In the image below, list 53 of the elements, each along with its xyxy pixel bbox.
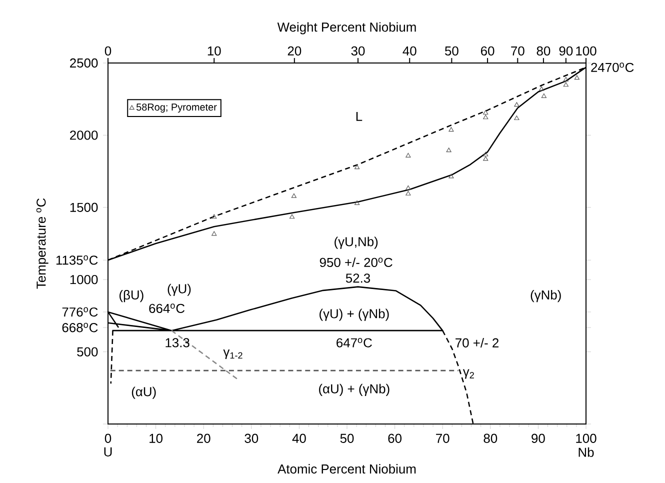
x2-axis-title: Weight Percent Niobium	[277, 22, 416, 34]
annotation: γ$_{2}$	[462, 369, 474, 379]
y-tick-label: 2500	[70, 58, 98, 68]
text: 100	[576, 46, 596, 56]
x-axis-title: Atomic Percent Niobium	[278, 464, 416, 474]
annotation: (γU,Nb)	[334, 236, 378, 249]
text: U	[104, 447, 112, 456]
y-tick-label: 776$^{o}$C	[62, 307, 98, 317]
x-tick-label: 50	[340, 434, 354, 443]
y-tick-label: 500	[77, 347, 98, 356]
annotation: 70 +/- 2	[456, 338, 498, 348]
y-tick-label: 2000	[70, 130, 98, 140]
text: 50	[445, 46, 458, 56]
text: Nb	[578, 447, 594, 457]
text: 10	[208, 46, 221, 56]
annotation: (γU) + (γNb)	[320, 308, 389, 321]
x-tick-label: 0	[104, 434, 112, 443]
annotation: 2470$^{o}$C	[591, 62, 634, 72]
annotation: L	[356, 112, 362, 121]
text: 20	[288, 46, 302, 56]
x-tick-label: 40	[292, 434, 306, 443]
x-tick-label: 70	[436, 434, 450, 443]
text: 90	[559, 46, 573, 56]
y-tick-label: 1135$^{o}$C	[56, 255, 98, 265]
annotation: (γU)	[168, 284, 191, 296]
text: 40	[402, 46, 416, 56]
y-tick-label: 668$^{o}$C	[62, 322, 98, 332]
y-tick-label: 1000	[70, 275, 98, 284]
annotation: 664$^{o}$C	[149, 304, 185, 314]
x-tick-label: 100	[576, 434, 596, 443]
x-tick-label: 10	[150, 434, 162, 443]
annotation: 52.3	[346, 274, 370, 283]
y-tick-label: 1500	[70, 202, 98, 212]
text: 30	[351, 46, 365, 56]
annotation: (βU)	[120, 290, 144, 302]
text: 70	[511, 46, 524, 56]
annotation: 950 +/- 20$^{o}$C	[320, 258, 392, 268]
annotation: (αU)	[132, 386, 156, 399]
text: 60	[480, 46, 494, 56]
annotation: (αU) + (γNb)	[319, 384, 390, 396]
text: 0	[104, 46, 112, 56]
x-tick-label: 60	[388, 434, 402, 443]
x-tick-label: 90	[532, 434, 545, 443]
x-tick-label: 20	[197, 434, 210, 443]
y-axis-title: Temperature $^{o}$C	[36, 198, 48, 289]
annotation: 647$^{o}$C	[336, 338, 372, 348]
annotation: γ$_{1-2}$	[223, 349, 242, 360]
annotation: (γNb)	[530, 290, 561, 302]
annotation: 13.3	[166, 338, 190, 348]
x-tick-label: 30	[244, 434, 258, 443]
legend-label: 58Rog; Pyrometer	[136, 104, 217, 113]
text: 80	[536, 46, 550, 56]
x-tick-label: 80	[484, 434, 498, 443]
